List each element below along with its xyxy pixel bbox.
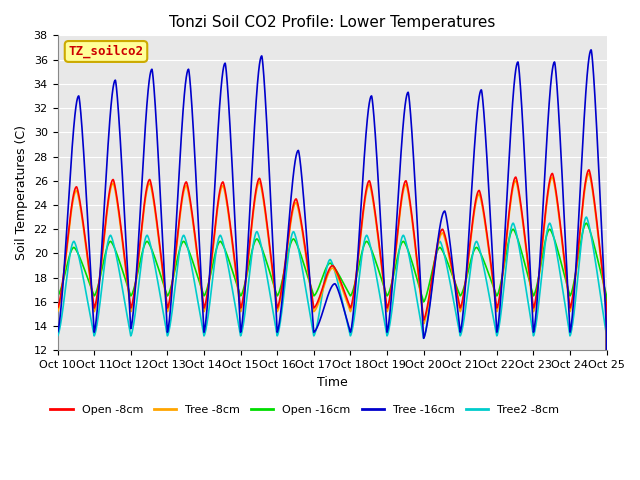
Open -8cm: [455, 299, 463, 305]
Line: Tree2 -8cm: Tree2 -8cm: [58, 217, 607, 480]
Tree -8cm: [585, 170, 593, 176]
Open -16cm: [573, 264, 580, 270]
Tree -16cm: [455, 318, 463, 324]
Open -16cm: [470, 247, 478, 252]
Tree2 -8cm: [455, 326, 463, 332]
Open -16cm: [582, 220, 590, 226]
Tree -16cm: [573, 252, 580, 257]
Open -16cm: [54, 293, 61, 299]
X-axis label: Time: Time: [317, 376, 348, 389]
Tree -8cm: [240, 292, 248, 298]
Open -8cm: [580, 194, 588, 200]
Open -8cm: [470, 205, 478, 211]
Open -8cm: [573, 261, 580, 266]
Tree2 -8cm: [470, 243, 478, 249]
Tree2 -8cm: [54, 333, 61, 339]
Line: Open -16cm: Open -16cm: [58, 223, 607, 480]
Tree -16cm: [470, 146, 478, 152]
Title: Tonzi Soil CO2 Profile: Lower Temperatures: Tonzi Soil CO2 Profile: Lower Temperatur…: [169, 15, 495, 30]
Open -16cm: [314, 288, 321, 293]
Tree -16cm: [588, 47, 595, 53]
Line: Tree -8cm: Tree -8cm: [58, 173, 607, 480]
Open -8cm: [585, 167, 593, 173]
Open -16cm: [240, 284, 248, 290]
Tree -16cm: [580, 128, 588, 133]
Tree -16cm: [314, 324, 321, 330]
Tree2 -8cm: [573, 286, 580, 292]
Tree2 -8cm: [314, 321, 321, 326]
Open -16cm: [580, 226, 588, 232]
Open -8cm: [54, 305, 61, 311]
Tree2 -8cm: [582, 214, 590, 220]
Open -16cm: [455, 290, 463, 296]
Open -8cm: [240, 289, 248, 295]
Tree -8cm: [314, 303, 321, 309]
Line: Tree -16cm: Tree -16cm: [58, 50, 607, 480]
Text: TZ_soilco2: TZ_soilco2: [68, 45, 143, 58]
Tree -8cm: [54, 309, 61, 314]
Legend: Open -8cm, Tree -8cm, Open -16cm, Tree -16cm, Tree2 -8cm: Open -8cm, Tree -8cm, Open -16cm, Tree -…: [46, 400, 563, 419]
Tree -8cm: [573, 264, 580, 270]
Tree -8cm: [580, 197, 588, 203]
Tree2 -8cm: [240, 317, 248, 323]
Tree -8cm: [470, 209, 478, 215]
Tree -16cm: [240, 300, 248, 306]
Tree -8cm: [455, 302, 463, 308]
Open -8cm: [314, 300, 321, 305]
Y-axis label: Soil Temperatures (C): Soil Temperatures (C): [15, 125, 28, 260]
Tree2 -8cm: [580, 224, 588, 229]
Line: Open -8cm: Open -8cm: [58, 170, 607, 480]
Tree -16cm: [54, 329, 61, 335]
